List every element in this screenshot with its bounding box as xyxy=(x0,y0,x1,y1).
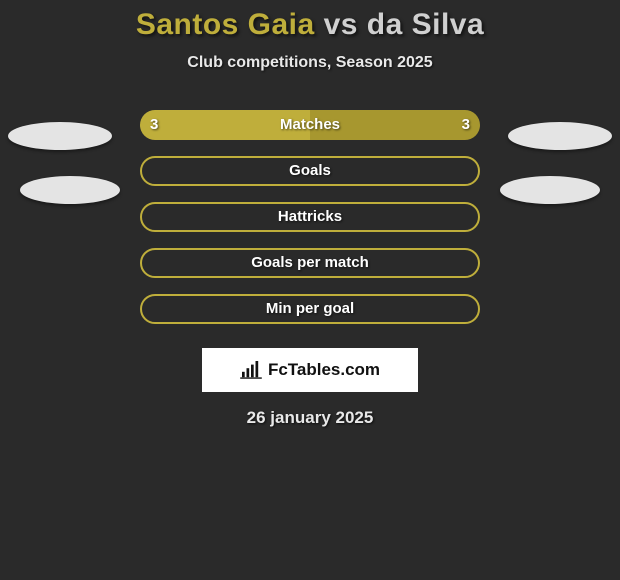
stat-value-right: 3 xyxy=(462,110,470,140)
page-title: Santos Gaia vs da Silva xyxy=(0,8,620,42)
bar-track xyxy=(140,110,480,140)
stat-row: Hattricks xyxy=(0,202,620,248)
bar-right xyxy=(310,110,480,140)
player2-name: da Silva xyxy=(367,8,484,41)
stat-value-left: 3 xyxy=(150,110,158,140)
player1-name: Santos Gaia xyxy=(136,8,315,41)
vs-separator: vs xyxy=(324,8,358,41)
attribution-text: FcTables.com xyxy=(268,360,380,380)
comparison-widget: Santos Gaia vs da Silva Club competition… xyxy=(0,0,620,428)
date-label: 26 january 2025 xyxy=(0,408,620,428)
bar-track xyxy=(140,248,480,278)
placeholder-ellipse xyxy=(508,122,612,150)
bar-left xyxy=(140,110,310,140)
bar-track xyxy=(140,202,480,232)
placeholder-ellipse xyxy=(8,122,112,150)
bar-track xyxy=(140,294,480,324)
stat-row: Goals per match xyxy=(0,248,620,294)
placeholder-ellipse xyxy=(500,176,600,204)
stat-row: Min per goal xyxy=(0,294,620,340)
subtitle: Club competitions, Season 2025 xyxy=(0,54,620,72)
bar-track xyxy=(140,156,480,186)
placeholder-ellipse xyxy=(20,176,120,204)
attribution-logo: FcTables.com xyxy=(202,348,418,392)
bar-chart-icon xyxy=(240,361,262,379)
